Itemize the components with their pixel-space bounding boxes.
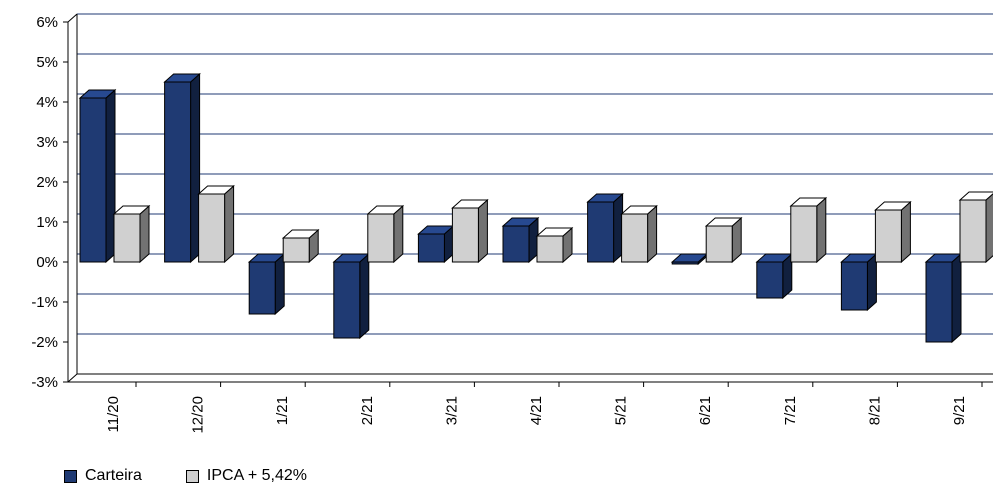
bar: [621, 213, 649, 263]
y-tick-label: 4%: [36, 94, 58, 111]
bar: [840, 261, 868, 311]
x-tick-label: 6/21: [697, 396, 714, 425]
bar: [587, 201, 615, 263]
bar-side: [274, 252, 285, 316]
x-tick-label: 1/21: [274, 396, 291, 425]
y-tick-label: 2%: [36, 174, 58, 191]
x-tick-label: 2/21: [359, 396, 376, 425]
bar: [671, 261, 699, 265]
bar: [756, 261, 784, 299]
bar-side: [393, 204, 404, 264]
bar: [536, 235, 564, 263]
bar-side: [139, 204, 150, 264]
bar: [874, 209, 902, 263]
bar-side: [224, 184, 235, 264]
legend: Carteira IPCA + 5,42%: [64, 464, 351, 488]
x-tick-label: 7/21: [782, 396, 799, 425]
legend-swatch-carteira: [64, 469, 77, 483]
legend-label-carteira: Carteira: [85, 467, 142, 484]
x-tick-label: 8/21: [866, 396, 883, 425]
bar: [959, 199, 987, 263]
bar: [502, 225, 530, 263]
bar: [198, 193, 226, 263]
bar: [248, 261, 276, 315]
bar: [451, 207, 479, 263]
bar: [925, 261, 953, 343]
bar-side: [900, 200, 911, 264]
x-tick-label: 5/21: [613, 396, 630, 425]
bar-side: [477, 198, 488, 264]
y-tick-label: 1%: [36, 214, 58, 231]
bar: [790, 205, 818, 263]
bar: [79, 97, 107, 263]
bar-top: [958, 191, 993, 201]
bar: [164, 81, 192, 263]
y-tick-label: 5%: [36, 54, 58, 71]
bar: [417, 233, 445, 263]
bar: [333, 261, 361, 339]
bar-side: [647, 204, 658, 264]
y-tick-label: -1%: [31, 294, 58, 311]
y-tick-label: 0%: [36, 254, 58, 271]
bar-side: [951, 252, 962, 344]
wall-top-edge: [67, 13, 78, 23]
bar: [705, 225, 733, 263]
floor-left-edge: [67, 373, 78, 383]
x-tick-label: 12/20: [190, 396, 207, 434]
y-tick-label: 6%: [36, 14, 58, 31]
y-tick-label: -2%: [31, 334, 58, 351]
y-tick-label: 3%: [36, 134, 58, 151]
y-tick-label: -3%: [31, 374, 58, 391]
x-tick-label: 9/21: [951, 396, 968, 425]
bar-side: [359, 252, 370, 340]
x-tick-label: 4/21: [528, 396, 545, 425]
bar: [367, 213, 395, 263]
bar-side: [985, 193, 993, 264]
bar-side: [816, 196, 827, 264]
bar: [113, 213, 141, 263]
x-tick-label: 11/20: [105, 396, 122, 432]
legend-label-ipca: IPCA + 5,42%: [206, 467, 307, 484]
bar: [282, 237, 310, 263]
x-tick-label: 3/21: [443, 396, 460, 425]
legend-item-carteira: Carteira: [64, 467, 142, 485]
legend-swatch-ipca: [185, 469, 199, 483]
legend-item-ipca: IPCA + 5,42%: [185, 467, 307, 485]
